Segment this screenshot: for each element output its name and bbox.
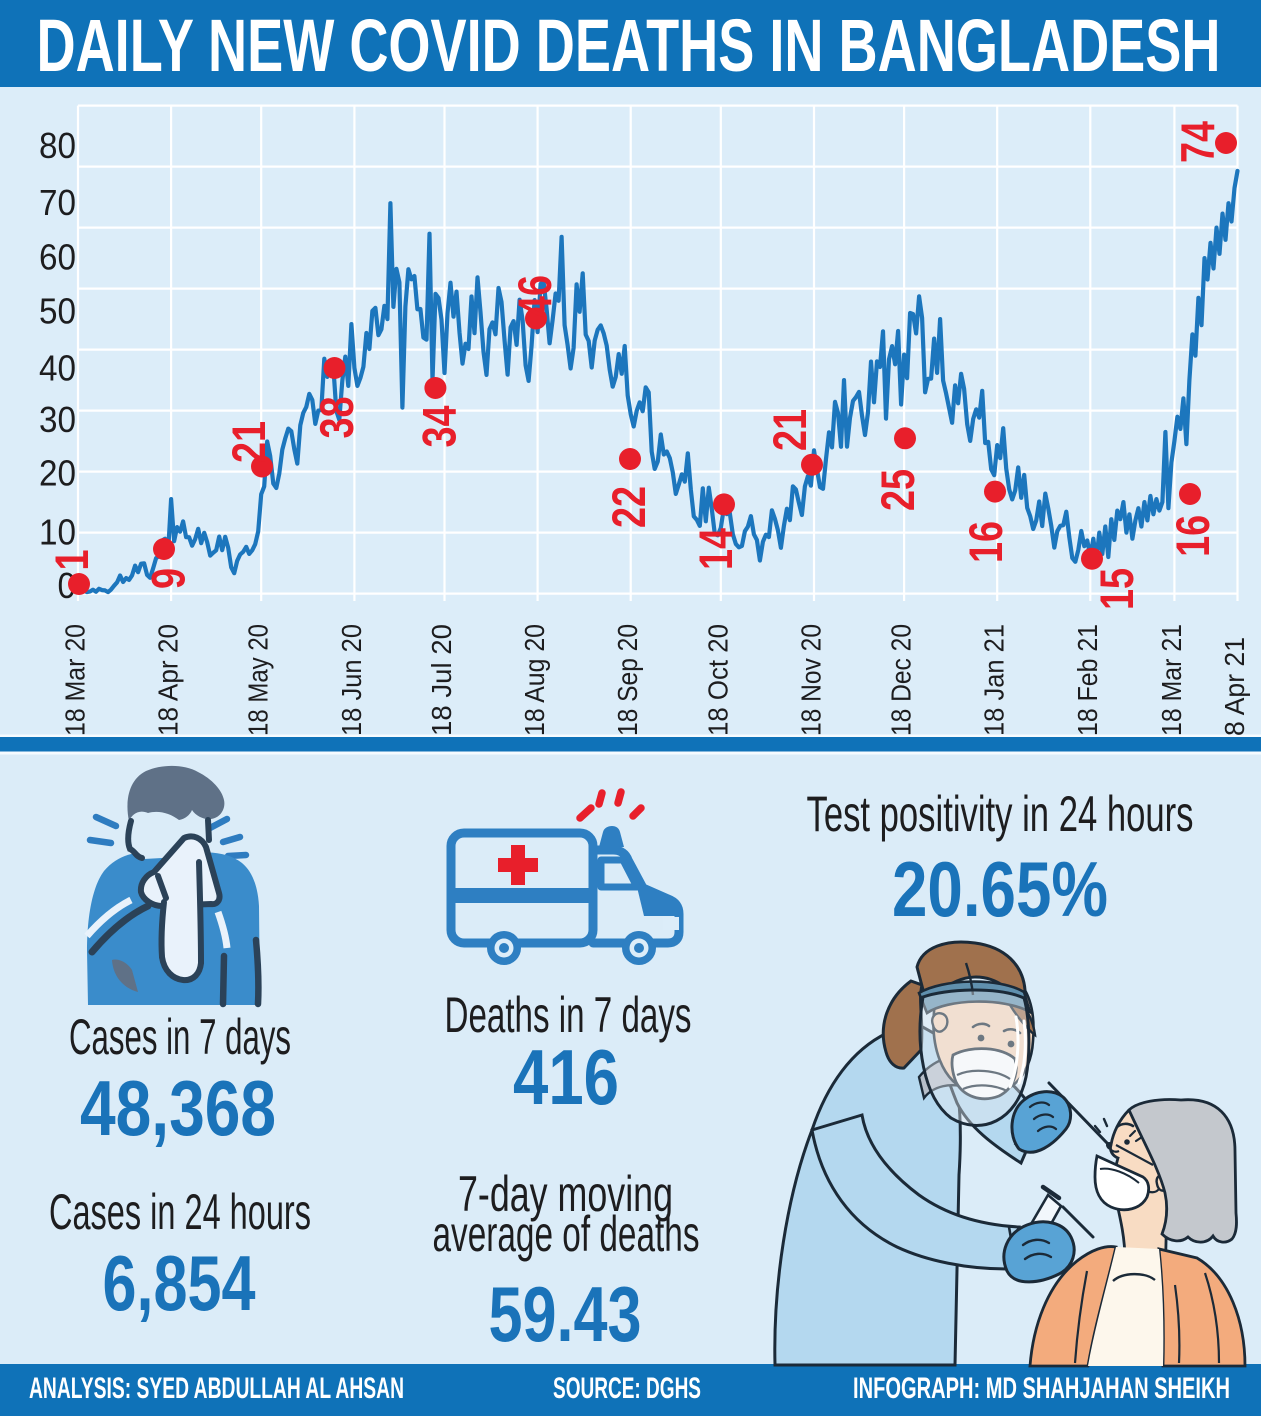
svg-text:48,368: 48,368 [80,1064,276,1152]
svg-text:INFOGRAPH: MD SHAHJAHAN SHEIKH: INFOGRAPH: MD SHAHJAHAN SHEIKH [853,1372,1230,1405]
svg-text:7-day moving: 7-day moving [458,1166,673,1222]
svg-text:ANALYSIS: SYED ABDULLAH AL AHS: ANALYSIS: SYED ABDULLAH AL AHSAN [29,1372,404,1405]
svg-text:38: 38 [310,397,363,439]
svg-text:6,854: 6,854 [103,1239,256,1327]
svg-text:DAILY NEW COVID DEATHS IN BANG: DAILY NEW COVID DEATHS IN BANGLADESH [37,4,1221,87]
svg-text:18 Mar 20: 18 Mar 20 [60,624,91,736]
svg-text:18 Jun 20: 18 Jun 20 [336,624,367,736]
svg-text:average of deaths: average of deaths [433,1206,700,1262]
svg-text:20.65%: 20.65% [892,845,1108,933]
svg-text:46: 46 [508,275,561,317]
svg-text:10: 10 [39,511,76,552]
svg-text:30: 30 [39,399,76,440]
svg-text:9: 9 [142,568,195,589]
svg-text:34: 34 [413,406,466,448]
svg-text:1: 1 [45,550,98,571]
svg-text:18 Dec 20: 18 Dec 20 [886,624,917,736]
svg-text:416: 416 [513,1033,619,1121]
svg-text:18 Sep 20: 18 Sep 20 [612,624,643,736]
svg-text:Test positivity in 24 hours: Test positivity in 24 hours [807,786,1194,842]
svg-text:40: 40 [39,347,76,388]
svg-text:16: 16 [959,521,1012,563]
svg-text:0: 0 [58,565,77,606]
svg-text:50: 50 [39,291,76,332]
svg-text:18 Aug 20: 18 Aug 20 [519,624,550,736]
svg-text:SOURCE: DGHS: SOURCE: DGHS [553,1372,701,1405]
svg-text:Deaths in 7 days: Deaths in 7 days [445,987,692,1043]
svg-text:18 Jul 20: 18 Jul 20 [426,624,457,736]
svg-text:59.43: 59.43 [489,1270,642,1358]
svg-text:Cases in 24 hours: Cases in 24 hours [49,1184,311,1240]
svg-text:18 Feb 21: 18 Feb 21 [1072,624,1103,736]
svg-text:8 Apr 21: 8 Apr 21 [1219,637,1250,736]
svg-text:21: 21 [222,421,275,463]
svg-text:16: 16 [1166,515,1219,557]
svg-text:60: 60 [39,237,76,278]
svg-text:22: 22 [602,486,655,528]
svg-text:18 May 20: 18 May 20 [243,624,274,736]
svg-text:15: 15 [1090,568,1143,610]
svg-text:21: 21 [763,409,816,451]
svg-text:14: 14 [689,528,742,570]
svg-text:74: 74 [1171,121,1224,163]
svg-text:20: 20 [39,453,76,494]
svg-text:Cases in 7 days: Cases in 7 days [69,1009,291,1065]
svg-text:25: 25 [871,469,924,511]
svg-text:18 Mar 21: 18 Mar 21 [1156,624,1187,736]
svg-text:18 Jan 21: 18 Jan 21 [979,624,1010,736]
svg-text:18 Nov 20: 18 Nov 20 [796,624,827,736]
svg-text:18 Apr 20: 18 Apr 20 [153,624,184,736]
svg-text:80: 80 [39,125,76,166]
svg-text:18 Oct 20: 18 Oct 20 [702,624,733,736]
svg-text:70: 70 [39,182,76,223]
